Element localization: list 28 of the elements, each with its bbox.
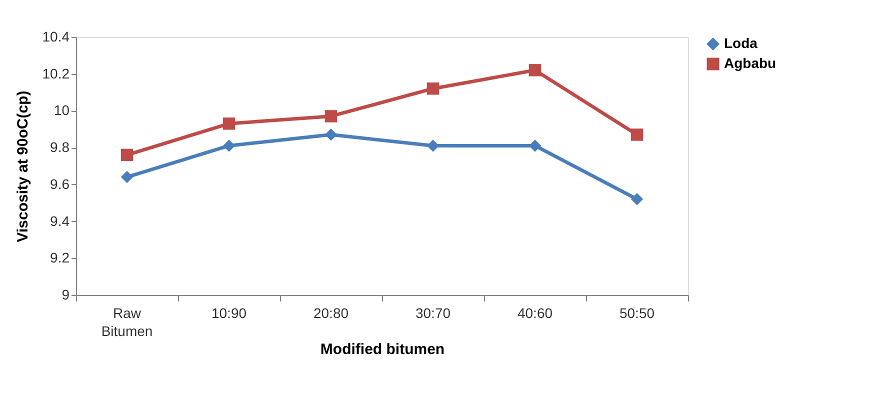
- point: [120, 148, 134, 162]
- y-tick-label: 10.4: [42, 28, 70, 44]
- point: [630, 193, 644, 206]
- point: [528, 64, 542, 76]
- point: [324, 110, 338, 122]
- point: [630, 128, 644, 141]
- x-axis-title: Modified bitumen: [320, 341, 445, 358]
- y-tick-label: 10.2: [42, 65, 70, 82]
- y-axis-title: Viscosity at 90oC(cp): [14, 90, 32, 242]
- y-tick-label: 9.6: [50, 176, 70, 192]
- y-tick-label: 9: [62, 286, 70, 302]
- y-tick-label: 9.4: [50, 212, 70, 229]
- x-tick-label: 30:70: [415, 305, 451, 321]
- x-tick-label: 20:80: [313, 305, 349, 321]
- y-tick-label: 10: [54, 102, 70, 118]
- legend-label: Agbabu: [724, 55, 776, 71]
- y-tick-label: 9.2: [50, 250, 70, 266]
- point: [426, 82, 440, 95]
- point: [222, 140, 236, 152]
- x-tick-label: 50:50: [619, 305, 655, 321]
- x-tick-label: 10:90: [211, 305, 247, 321]
- x-tick-label: 40:60: [517, 305, 553, 321]
- point: [324, 128, 338, 141]
- point: [120, 170, 134, 184]
- x-tick-label: Raw Bitumen: [101, 305, 153, 339]
- y-tick-label: 9.8: [50, 139, 70, 156]
- point: [222, 117, 236, 130]
- legend-label: Loda: [724, 35, 758, 51]
